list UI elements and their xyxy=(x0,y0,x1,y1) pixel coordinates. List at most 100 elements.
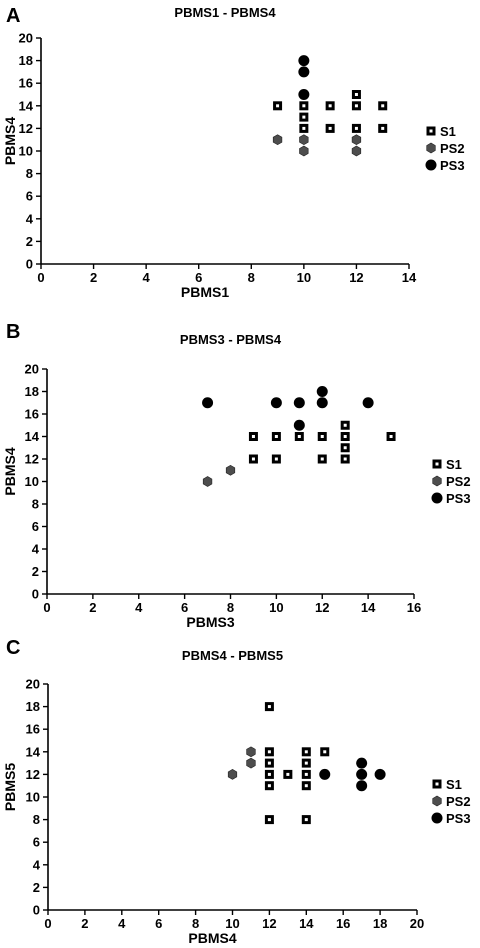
y-tick-label: 10 xyxy=(19,144,33,159)
data-point xyxy=(298,66,310,78)
data-point xyxy=(271,432,281,441)
data-point xyxy=(378,123,388,133)
x-tick-label: 4 xyxy=(143,270,151,285)
panel-letter: A xyxy=(6,5,20,27)
data-point xyxy=(299,123,309,133)
panel-letter: C xyxy=(6,637,20,659)
y-tick-label: 0 xyxy=(32,587,39,602)
y-tick-label: 8 xyxy=(33,812,40,827)
x-tick-label: 0 xyxy=(43,600,50,615)
legend-label: S1 xyxy=(446,777,462,792)
y-tick-label: 20 xyxy=(25,362,39,377)
data-point xyxy=(202,476,213,487)
data-point xyxy=(319,768,331,780)
y-tick-label: 2 xyxy=(32,564,39,579)
y-tick-label: 10 xyxy=(26,790,40,805)
data-point xyxy=(316,397,328,409)
data-point xyxy=(351,90,361,99)
data-point xyxy=(264,769,274,779)
y-tick-label: 10 xyxy=(25,474,39,489)
x-tick-label: 16 xyxy=(336,916,350,931)
x-tick-label: 10 xyxy=(297,270,311,285)
data-point xyxy=(264,815,274,825)
x-tick-label: 12 xyxy=(349,270,363,285)
legend-marker xyxy=(432,795,442,807)
data-point xyxy=(325,101,335,111)
x-axis-label: PBMS3 xyxy=(186,614,234,630)
y-tick-label: 16 xyxy=(19,76,33,91)
data-point xyxy=(351,123,361,133)
data-point xyxy=(301,815,311,825)
y-tick-label: 4 xyxy=(32,542,40,557)
x-tick-label: 4 xyxy=(118,916,126,931)
data-point xyxy=(351,134,362,146)
data-point xyxy=(316,386,328,397)
data-point xyxy=(301,781,311,791)
legend-marker xyxy=(432,779,442,789)
y-tick-label: 20 xyxy=(19,31,33,46)
data-point xyxy=(271,454,281,464)
x-tick-label: 4 xyxy=(135,600,143,615)
y-tick-label: 14 xyxy=(19,98,34,113)
y-axis-label: PBMS4 xyxy=(2,447,18,495)
series-ps3 xyxy=(202,386,374,431)
data-point xyxy=(340,432,350,441)
y-tick-label: 12 xyxy=(19,121,33,136)
legend: S1 PS2 PS3 xyxy=(425,124,465,173)
legend: S1 PS2 PS3 xyxy=(431,777,471,826)
x-tick-label: 14 xyxy=(402,270,417,285)
y-tick-label: 4 xyxy=(26,211,34,226)
data-point xyxy=(301,758,311,768)
data-point xyxy=(374,768,386,780)
legend: S1 PS2 PS3 xyxy=(431,457,471,506)
chart-panel-a: A PBMS1 - PBMS4 0 2 4 6 8 10 12 14 16 18 20 0 2 4 6 8 10 12… xyxy=(0,0,480,316)
legend-label: PS2 xyxy=(446,794,471,809)
y-tick-label: 18 xyxy=(19,53,33,68)
legend-marker xyxy=(425,159,437,171)
data-point xyxy=(301,747,311,757)
x-tick-label: 20 xyxy=(410,916,424,931)
x-tick-label: 14 xyxy=(361,600,376,615)
y-tick-label: 2 xyxy=(26,234,33,249)
x-tick-label: 12 xyxy=(262,916,276,931)
legend-label: PS3 xyxy=(446,811,471,826)
legend-marker xyxy=(426,126,436,136)
data-point xyxy=(264,702,274,712)
x-tick-label: 10 xyxy=(225,916,239,931)
y-tick-label: 16 xyxy=(25,407,39,422)
y-tick-label: 8 xyxy=(32,497,39,512)
scatter-plot-b: B PBMS3 - PBMS4 0 2 4 6 8 10 12 14 16 18 20 0 2 4 6 8 10 12… xyxy=(2,321,471,630)
series-s1 xyxy=(248,420,396,464)
data-point xyxy=(301,769,311,779)
y-tick-label: 6 xyxy=(33,835,40,850)
data-point xyxy=(270,397,282,409)
x-tick-label: 8 xyxy=(227,600,234,615)
legend-marker xyxy=(431,492,443,504)
series-ps2 xyxy=(272,134,362,157)
data-point xyxy=(225,464,236,476)
x-tick-label: 2 xyxy=(89,600,96,615)
chart-title: PBMS3 - PBMS4 xyxy=(180,332,282,347)
data-point xyxy=(356,780,368,792)
data-point xyxy=(351,145,362,157)
legend-marker xyxy=(432,459,442,469)
x-tick-label: 6 xyxy=(195,270,202,285)
data-point xyxy=(299,145,309,157)
data-point xyxy=(264,747,274,757)
scatter-plot-a: A PBMS1 - PBMS4 0 2 4 6 8 10 12 14 16 18 20 0 2 4 6 8 10 12… xyxy=(2,5,465,300)
series-ps3 xyxy=(298,55,310,100)
legend-label: PS3 xyxy=(440,158,465,173)
x-tick-label: 18 xyxy=(373,916,387,931)
x-tick-label: 12 xyxy=(315,600,329,615)
data-point xyxy=(264,781,274,791)
chart-title: PBMS1 - PBMS4 xyxy=(174,5,276,20)
data-point xyxy=(317,454,327,464)
y-tick-label: 0 xyxy=(26,257,33,272)
legend-marker xyxy=(432,475,442,487)
data-point xyxy=(351,101,361,111)
y-tick-label: 6 xyxy=(26,189,33,204)
chart-title: PBMS4 - PBMS5 xyxy=(182,648,283,663)
y-tick-label: 4 xyxy=(33,857,41,872)
data-point xyxy=(340,420,350,430)
x-tick-label: 2 xyxy=(90,270,97,285)
